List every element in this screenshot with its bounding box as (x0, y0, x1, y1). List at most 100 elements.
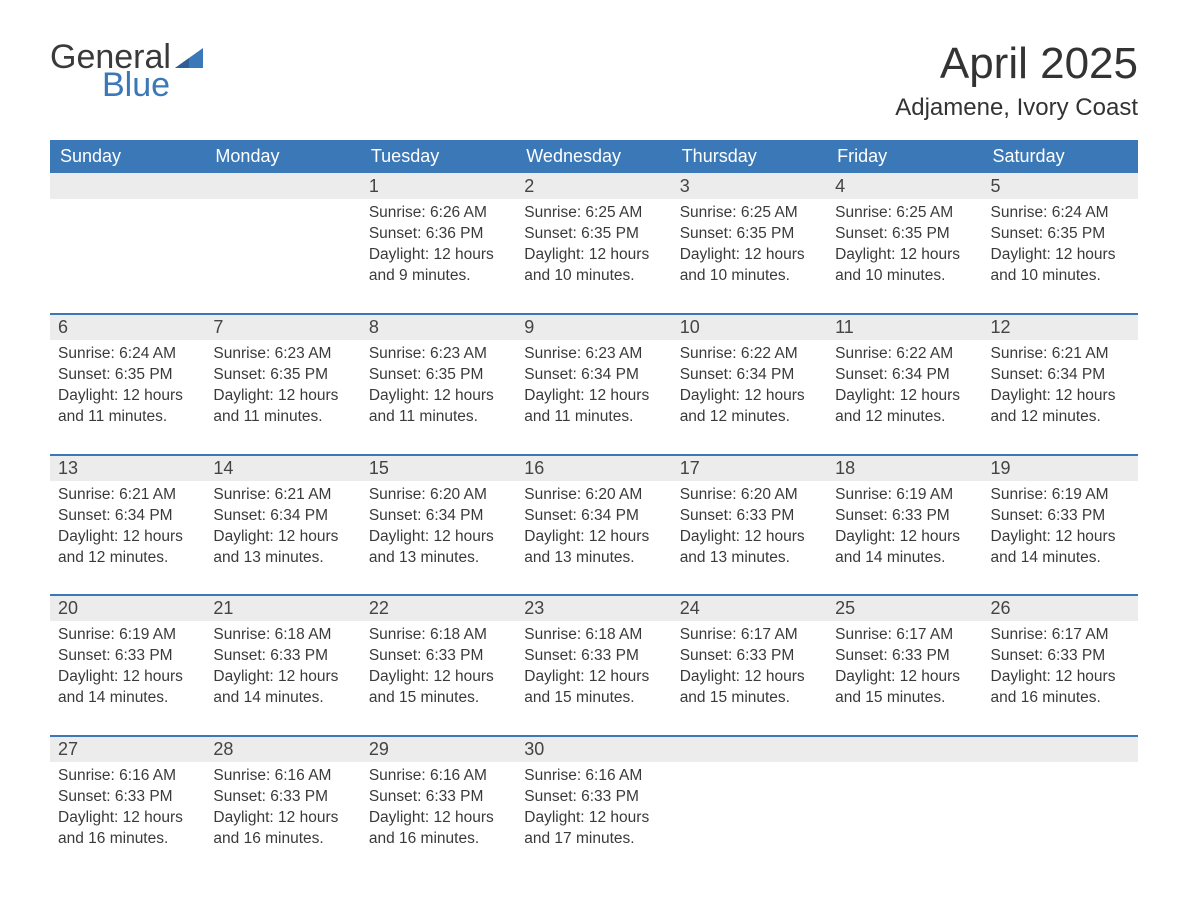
day-detail-cell: Sunrise: 6:21 AMSunset: 6:34 PMDaylight:… (205, 481, 360, 596)
daylight-line: Daylight: 12 hours and 15 minutes. (835, 667, 974, 709)
day-detail-cell: Sunrise: 6:18 AMSunset: 6:33 PMDaylight:… (516, 621, 671, 736)
day-detail-cell (827, 762, 982, 876)
page-header: General Blue April 2025 Adjamene, Ivory … (50, 40, 1138, 122)
sunrise-line: Sunrise: 6:18 AM (213, 625, 352, 646)
day-number-cell: 10 (672, 314, 827, 340)
daylight-line: Daylight: 12 hours and 10 minutes. (835, 245, 974, 287)
sunrise-line: Sunrise: 6:21 AM (58, 485, 197, 506)
day-number-cell (205, 173, 360, 199)
sunrise-line: Sunrise: 6:19 AM (991, 485, 1130, 506)
sunset-line: Sunset: 6:34 PM (213, 506, 352, 527)
sunrise-line: Sunrise: 6:20 AM (369, 485, 508, 506)
sunset-line: Sunset: 6:35 PM (213, 365, 352, 386)
daylight-line: Daylight: 12 hours and 16 minutes. (58, 808, 197, 850)
sunset-line: Sunset: 6:34 PM (369, 506, 508, 527)
flag-icon (175, 48, 203, 68)
day-detail-cell: Sunrise: 6:16 AMSunset: 6:33 PMDaylight:… (361, 762, 516, 876)
day-detail-cell: Sunrise: 6:24 AMSunset: 6:35 PMDaylight:… (50, 340, 205, 455)
day-detail-cell: Sunrise: 6:19 AMSunset: 6:33 PMDaylight:… (50, 621, 205, 736)
day-number-cell: 12 (983, 314, 1138, 340)
sunrise-line: Sunrise: 6:22 AM (680, 344, 819, 365)
weekday-header: Thursday (672, 140, 827, 173)
sunset-line: Sunset: 6:33 PM (213, 787, 352, 808)
weekday-header: Saturday (983, 140, 1138, 173)
day-detail-cell: Sunrise: 6:23 AMSunset: 6:35 PMDaylight:… (361, 340, 516, 455)
sunset-line: Sunset: 6:33 PM (524, 787, 663, 808)
day-detail-cell: Sunrise: 6:22 AMSunset: 6:34 PMDaylight:… (827, 340, 982, 455)
daylight-line: Daylight: 12 hours and 16 minutes. (369, 808, 508, 850)
day-number-cell: 21 (205, 595, 360, 621)
day-detail-cell: Sunrise: 6:19 AMSunset: 6:33 PMDaylight:… (827, 481, 982, 596)
day-number-cell: 20 (50, 595, 205, 621)
sunrise-line: Sunrise: 6:25 AM (835, 203, 974, 224)
day-detail-cell: Sunrise: 6:16 AMSunset: 6:33 PMDaylight:… (50, 762, 205, 876)
day-number-cell: 26 (983, 595, 1138, 621)
day-number-cell (50, 173, 205, 199)
daylight-line: Daylight: 12 hours and 15 minutes. (680, 667, 819, 709)
day-number-cell: 9 (516, 314, 671, 340)
day-detail-row: Sunrise: 6:21 AMSunset: 6:34 PMDaylight:… (50, 481, 1138, 596)
day-detail-cell: Sunrise: 6:17 AMSunset: 6:33 PMDaylight:… (983, 621, 1138, 736)
sunrise-line: Sunrise: 6:17 AM (835, 625, 974, 646)
sunset-line: Sunset: 6:33 PM (58, 787, 197, 808)
day-number-cell: 23 (516, 595, 671, 621)
day-number-cell: 14 (205, 455, 360, 481)
sunrise-line: Sunrise: 6:16 AM (369, 766, 508, 787)
daylight-line: Daylight: 12 hours and 16 minutes. (991, 667, 1130, 709)
sunset-line: Sunset: 6:33 PM (524, 646, 663, 667)
sunrise-line: Sunrise: 6:23 AM (213, 344, 352, 365)
sunrise-line: Sunrise: 6:24 AM (58, 344, 197, 365)
sunrise-line: Sunrise: 6:19 AM (835, 485, 974, 506)
weekday-header: Tuesday (361, 140, 516, 173)
sunset-line: Sunset: 6:33 PM (369, 646, 508, 667)
page-title: April 2025 (895, 40, 1138, 88)
day-detail-cell: Sunrise: 6:22 AMSunset: 6:34 PMDaylight:… (672, 340, 827, 455)
sunrise-line: Sunrise: 6:18 AM (369, 625, 508, 646)
sunrise-line: Sunrise: 6:16 AM (58, 766, 197, 787)
day-detail-cell: Sunrise: 6:16 AMSunset: 6:33 PMDaylight:… (205, 762, 360, 876)
day-detail-cell: Sunrise: 6:16 AMSunset: 6:33 PMDaylight:… (516, 762, 671, 876)
sunset-line: Sunset: 6:33 PM (213, 646, 352, 667)
day-number-cell: 2 (516, 173, 671, 199)
day-detail-cell (205, 199, 360, 314)
day-number-cell (983, 736, 1138, 762)
sunrise-line: Sunrise: 6:18 AM (524, 625, 663, 646)
day-detail-cell: Sunrise: 6:20 AMSunset: 6:34 PMDaylight:… (361, 481, 516, 596)
sunset-line: Sunset: 6:33 PM (58, 646, 197, 667)
day-number-cell: 5 (983, 173, 1138, 199)
weekday-header: Monday (205, 140, 360, 173)
daylight-line: Daylight: 12 hours and 14 minutes. (58, 667, 197, 709)
day-number-cell (827, 736, 982, 762)
weekday-header: Friday (827, 140, 982, 173)
sunset-line: Sunset: 6:34 PM (991, 365, 1130, 386)
day-number-cell: 22 (361, 595, 516, 621)
page-subtitle: Adjamene, Ivory Coast (895, 94, 1138, 122)
sunset-line: Sunset: 6:34 PM (58, 506, 197, 527)
sunset-line: Sunset: 6:33 PM (835, 646, 974, 667)
sunrise-line: Sunrise: 6:23 AM (524, 344, 663, 365)
sunset-line: Sunset: 6:35 PM (991, 224, 1130, 245)
sunset-line: Sunset: 6:35 PM (369, 365, 508, 386)
daylight-line: Daylight: 12 hours and 16 minutes. (213, 808, 352, 850)
sunset-line: Sunset: 6:34 PM (524, 506, 663, 527)
day-number-cell: 27 (50, 736, 205, 762)
sunrise-line: Sunrise: 6:23 AM (369, 344, 508, 365)
day-detail-row: Sunrise: 6:19 AMSunset: 6:33 PMDaylight:… (50, 621, 1138, 736)
daylight-line: Daylight: 12 hours and 13 minutes. (680, 527, 819, 569)
daylight-line: Daylight: 12 hours and 15 minutes. (524, 667, 663, 709)
day-number-cell: 25 (827, 595, 982, 621)
day-detail-cell: Sunrise: 6:24 AMSunset: 6:35 PMDaylight:… (983, 199, 1138, 314)
day-number-cell: 24 (672, 595, 827, 621)
day-number-cell (672, 736, 827, 762)
day-number-row: 13141516171819 (50, 455, 1138, 481)
day-detail-cell: Sunrise: 6:25 AMSunset: 6:35 PMDaylight:… (672, 199, 827, 314)
day-number-cell: 13 (50, 455, 205, 481)
day-detail-cell: Sunrise: 6:17 AMSunset: 6:33 PMDaylight:… (827, 621, 982, 736)
sunrise-line: Sunrise: 6:20 AM (680, 485, 819, 506)
day-number-row: 20212223242526 (50, 595, 1138, 621)
sunset-line: Sunset: 6:33 PM (369, 787, 508, 808)
day-number-cell: 29 (361, 736, 516, 762)
sunrise-line: Sunrise: 6:20 AM (524, 485, 663, 506)
daylight-line: Daylight: 12 hours and 11 minutes. (58, 386, 197, 428)
day-detail-cell: Sunrise: 6:26 AMSunset: 6:36 PMDaylight:… (361, 199, 516, 314)
